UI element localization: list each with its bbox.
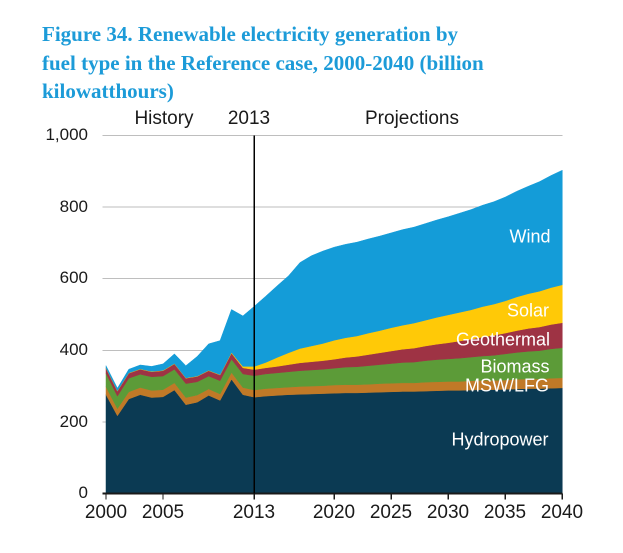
projections-label: Projections: [365, 108, 459, 129]
figure-title-line-2: fuel type in the Reference case, 2000-20…: [42, 50, 484, 75]
x-tick-2040: 2040: [540, 502, 584, 523]
series-label-msw-lfg: MSW/LFG: [465, 375, 549, 396]
area-wind: [105, 169, 563, 392]
y-tick-0: 0: [78, 483, 88, 502]
series-label-solar: Solar: [506, 300, 550, 321]
y-tick-1000: 1,000: [45, 125, 88, 144]
x-tick-2030: 2030: [426, 502, 470, 523]
x-tick-2013: 2013: [232, 502, 276, 523]
series-label-geothermal: Geothermal: [455, 329, 551, 350]
y-tick-800: 800: [59, 197, 88, 216]
figure-title: Figure 34. Renewable electricity generat…: [42, 20, 484, 106]
x-tick-2020: 2020: [312, 502, 356, 523]
y-tick-400: 400: [59, 340, 88, 359]
figure-title-line-1: Figure 34. Renewable electricity generat…: [42, 22, 459, 46]
history-label: History: [134, 108, 194, 129]
y-tick-600: 600: [59, 268, 88, 287]
y-tick-200: 200: [59, 412, 88, 431]
series-label-biomass: Biomass: [480, 356, 550, 377]
x-tick-2035: 2035: [483, 502, 527, 523]
boundary-year-label: 2013: [227, 108, 271, 129]
x-tick-2000: 2000: [84, 502, 128, 523]
x-tick-2005: 2005: [141, 502, 185, 523]
x-tick-2025: 2025: [369, 502, 413, 523]
figure-title-line-3: kilowatthours): [42, 79, 174, 103]
series-label-hydropower: Hydropower: [451, 429, 549, 450]
series-label-wind: Wind: [509, 226, 551, 247]
